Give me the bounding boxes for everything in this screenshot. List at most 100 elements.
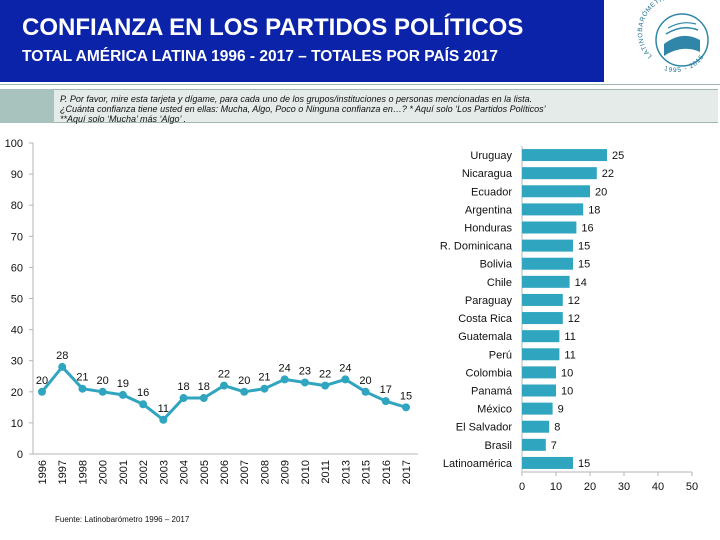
bar [522, 221, 577, 234]
trend-data-label: 22 [218, 369, 230, 381]
bar-value-label: 14 [575, 277, 587, 289]
bar-category-label: Brasil [484, 440, 512, 452]
trend-point [381, 397, 390, 406]
bar-value-label: 18 [588, 204, 600, 216]
x-tick-label: 2009 [280, 460, 292, 484]
y-tick-label: 90 [11, 169, 23, 181]
trend-point [321, 381, 330, 390]
bar-category-label: El Salvador [456, 422, 513, 434]
trend-point [38, 387, 46, 396]
bar-category-label: Nicaragua [462, 168, 513, 180]
x-tick-label: 2002 [138, 460, 150, 484]
trend-data-label: 11 [158, 403, 169, 415]
trend-data-label: 22 [319, 369, 331, 381]
trend-point [361, 387, 370, 396]
bar-category-label: Paraguay [465, 295, 513, 307]
bar-category-label: Bolivia [480, 259, 513, 271]
trend-point [280, 375, 289, 384]
trend-data-label: 23 [299, 365, 311, 377]
bar-value-label: 16 [581, 223, 593, 235]
y-tick-label: 30 [11, 356, 23, 368]
bar-value-label: 12 [568, 313, 580, 325]
y-tick-label: 70 [11, 231, 23, 243]
trend-point [341, 375, 350, 384]
header-divider [0, 84, 720, 85]
bar-category-label: Chile [487, 277, 512, 289]
trend-point [220, 381, 228, 390]
question-accent-strip [0, 89, 54, 123]
trend-point [179, 394, 188, 403]
bar-x-tick-label: 50 [686, 481, 698, 493]
bar-category-label: Latinoamérica [443, 458, 513, 470]
bar-value-label: 11 [564, 349, 575, 361]
bar-category-label: Costa Rica [458, 313, 513, 325]
bar-value-label: 11 [564, 331, 575, 343]
bar [522, 420, 550, 433]
bar [522, 312, 563, 325]
bar [522, 275, 570, 288]
latinobarometro-logo: LATINOBARÓMETRO 1995 - 2015 [604, 0, 720, 82]
bar-value-label: 8 [554, 422, 560, 434]
bar-category-label: Uruguay [470, 150, 512, 162]
trend-data-label: 24 [279, 362, 291, 374]
bar-value-label: 22 [602, 168, 614, 180]
trend-point [139, 400, 148, 409]
x-tick-label: 2013 [340, 460, 352, 484]
x-tick-label: 2006 [219, 460, 231, 484]
bar [522, 402, 553, 415]
y-tick-label: 50 [11, 294, 23, 306]
bar [522, 257, 573, 270]
trend-data-label: 24 [339, 362, 351, 374]
question-text: P. Por favor, mire esta tarjeta y dígame… [60, 94, 712, 124]
bar-value-label: 7 [551, 440, 557, 452]
bar [522, 330, 560, 343]
bar [522, 456, 573, 469]
trend-point [78, 384, 87, 393]
x-tick-label: 2011 [320, 460, 332, 484]
trend-data-label: 21 [258, 372, 270, 384]
x-tick-label: 1998 [77, 460, 89, 484]
trend-point [199, 394, 208, 403]
x-tick-label: 2005 [199, 460, 211, 484]
x-tick-label: 1997 [57, 460, 69, 484]
bar [522, 293, 563, 306]
bar-value-label: 12 [568, 295, 580, 307]
trend-data-label: 20 [97, 375, 109, 387]
bar-category-label: Guatemala [458, 331, 513, 343]
x-tick-label: 2010 [300, 460, 312, 484]
bar-x-tick-label: 30 [618, 481, 630, 493]
x-tick-label: 2017 [401, 460, 413, 484]
trend-point [240, 387, 249, 396]
bar-category-label: Perú [489, 349, 512, 361]
trend-data-label: 19 [117, 378, 129, 390]
bar-category-label: Panamá [471, 386, 513, 398]
bar-x-tick-label: 0 [519, 481, 525, 493]
bar-value-label: 10 [561, 386, 573, 398]
trend-data-label: 20 [238, 375, 250, 387]
x-tick-label: 2004 [179, 460, 191, 484]
bar [522, 203, 584, 216]
bar [522, 167, 597, 180]
trend-data-label: 16 [137, 387, 149, 399]
trend-point [98, 387, 107, 396]
bar [522, 239, 573, 252]
question-box: P. Por favor, mire esta tarjeta y dígame… [54, 89, 718, 124]
trend-data-label: 18 [198, 381, 210, 393]
bar-value-label: 15 [578, 458, 590, 470]
bar-x-tick-label: 40 [652, 481, 664, 493]
bar-x-tick-label: 10 [550, 481, 562, 493]
y-tick-label: 40 [11, 325, 23, 337]
bar-category-label: Honduras [464, 223, 512, 235]
page-subtitle: TOTAL AMÉRICA LATINA 1996 - 2017 – TOTAL… [22, 48, 499, 65]
bar-category-label: México [477, 404, 512, 416]
trend-point [402, 403, 410, 412]
page-title: CONFIANZA EN LOS PARTIDOS POLÍTICOS [22, 14, 524, 41]
bar-value-label: 20 [595, 186, 607, 198]
x-tick-label: 2001 [118, 460, 130, 484]
logo-graphic: LATINOBARÓMETRO 1995 - 2015 [637, 0, 709, 74]
trend-data-label: 28 [56, 350, 68, 362]
trend-data-label: 17 [380, 384, 392, 396]
x-tick-label: 2015 [361, 460, 373, 484]
bar-category-label: Ecuador [471, 186, 512, 198]
x-tick-label: 2003 [158, 460, 170, 484]
